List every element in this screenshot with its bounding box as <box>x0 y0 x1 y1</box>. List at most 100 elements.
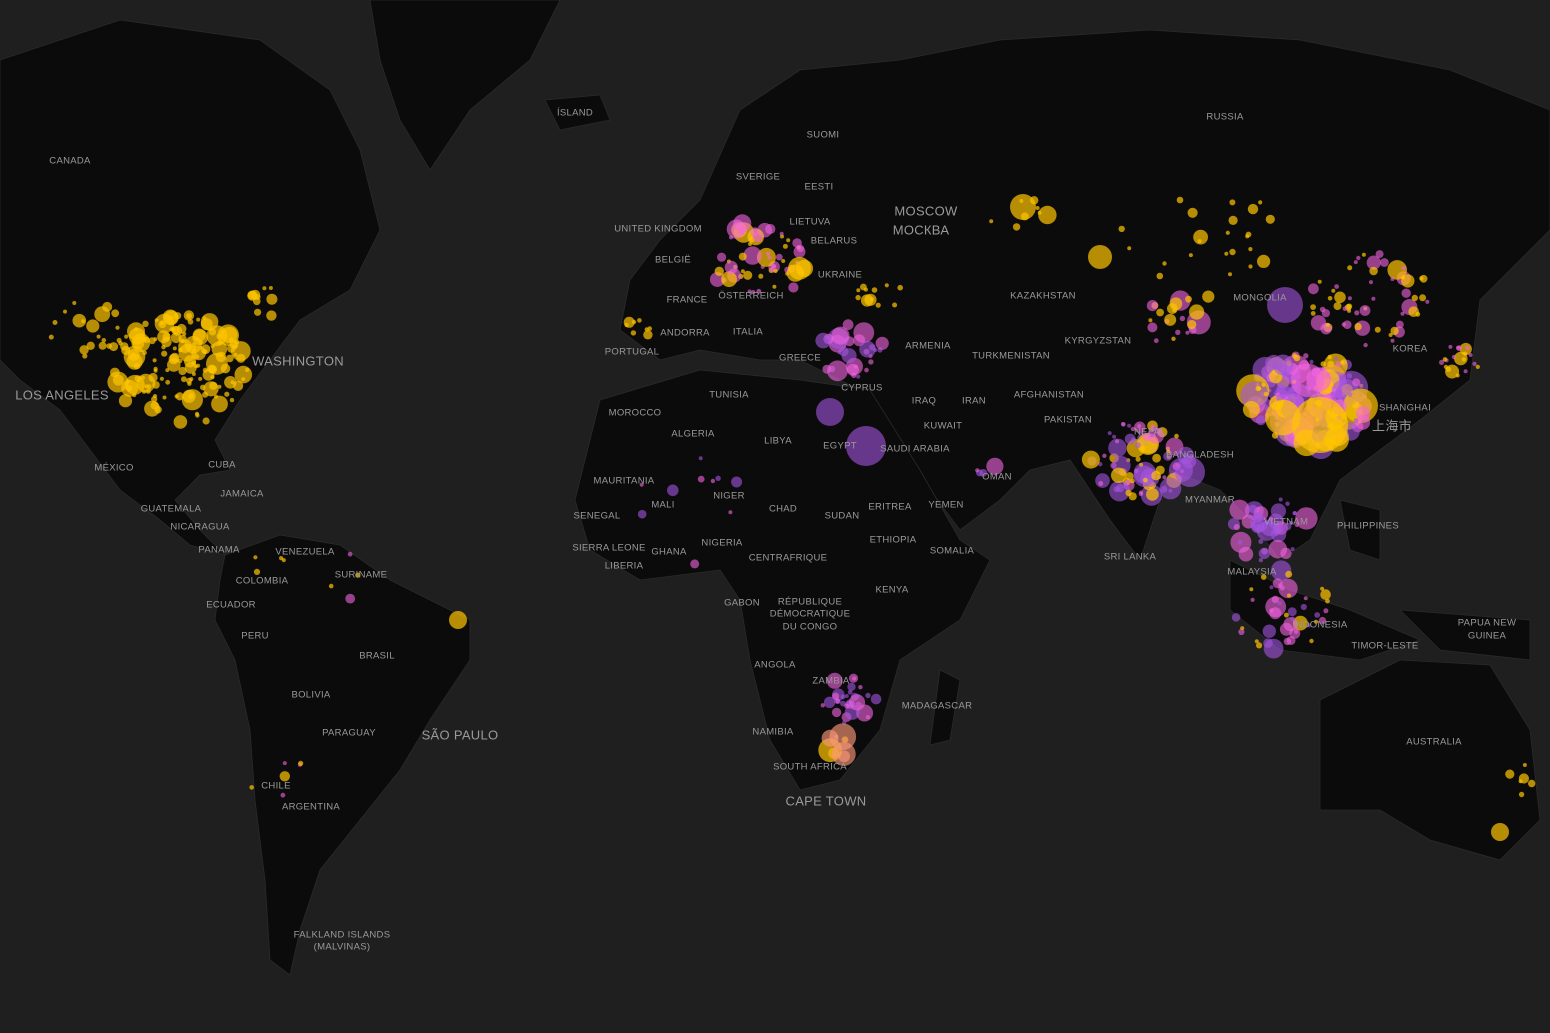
bubble <box>192 328 206 342</box>
place-label: VIETNAM <box>1264 517 1308 528</box>
bubble <box>165 379 171 385</box>
bubble <box>226 354 234 363</box>
place-label: BANGLADESH <box>1166 450 1234 461</box>
place-label: KAZAKHSTAN <box>1010 291 1076 302</box>
bubble <box>726 219 746 239</box>
bubble <box>897 284 903 291</box>
bubble <box>1228 215 1238 225</box>
bubble <box>1138 491 1144 497</box>
bubble <box>1314 612 1321 618</box>
bubble <box>865 692 871 699</box>
place-label: IRAN <box>962 396 986 407</box>
place-label: KYRGYZSTAN <box>1065 336 1132 347</box>
bubble <box>1359 305 1371 316</box>
bubble <box>234 365 253 384</box>
bubble <box>106 343 112 349</box>
bubble <box>230 341 251 361</box>
bubble <box>1148 318 1153 323</box>
place-label: PAKISTAN <box>1044 415 1092 426</box>
place-label: SÃO PAULO <box>422 727 499 742</box>
place-label: МОСКВА <box>893 222 950 237</box>
bubble <box>1309 359 1314 364</box>
bubble <box>751 290 756 295</box>
bubble <box>184 355 197 368</box>
place-label: UNITED KINGDOM <box>614 224 702 235</box>
bubble <box>846 426 886 466</box>
bubble <box>198 376 203 381</box>
bubble <box>728 510 733 515</box>
place-label: SUOMI <box>807 130 840 141</box>
bubble <box>690 559 700 569</box>
bubble <box>1353 260 1358 265</box>
place-label: IRAQ <box>912 396 936 407</box>
bubble <box>1283 637 1292 646</box>
place-label: OMAN <box>982 472 1012 483</box>
bubble <box>1127 423 1132 428</box>
bubble <box>144 400 161 417</box>
bubble <box>282 761 287 766</box>
bubble <box>821 729 839 747</box>
bubble <box>1518 773 1529 784</box>
place-label: PARAGUAY <box>322 728 376 739</box>
bubble <box>1124 433 1136 445</box>
bubble <box>1380 258 1389 267</box>
bubble <box>1353 418 1359 423</box>
bubble <box>848 694 866 711</box>
bubble <box>1363 342 1368 348</box>
place-label: SRI LANKA <box>1104 552 1157 563</box>
bubble <box>98 341 107 350</box>
bubble <box>775 253 783 261</box>
place-label: SUDAN <box>825 511 860 522</box>
bubble <box>1237 539 1243 545</box>
bubble <box>1390 277 1395 281</box>
bubble <box>782 243 788 249</box>
bubble <box>209 381 218 390</box>
bubble <box>183 310 195 321</box>
bubble <box>1287 593 1291 598</box>
bubble <box>1323 608 1329 614</box>
bubble <box>740 269 745 274</box>
place-label: FALKLAND ISLANDS <box>294 930 391 941</box>
place-label: CHAD <box>769 504 797 515</box>
bubble <box>1189 304 1205 320</box>
bubble <box>142 320 149 327</box>
bubble-layer <box>48 194 1536 841</box>
bubble <box>1461 357 1467 362</box>
bubble <box>196 317 201 322</box>
bubble <box>328 583 334 589</box>
bubble <box>266 293 278 305</box>
bubble <box>1269 585 1274 590</box>
bubble <box>161 350 168 357</box>
place-label: BELGIË <box>655 255 691 266</box>
bubble <box>1472 361 1477 366</box>
bubble <box>1346 303 1353 310</box>
bubble <box>1352 378 1361 387</box>
place-label: ÍSLAND <box>557 108 593 119</box>
bubble <box>1278 497 1283 502</box>
place-label: KENYA <box>875 585 908 596</box>
bubble <box>172 346 177 351</box>
place-label: ÖSTERREICH <box>718 291 783 302</box>
bubble <box>765 251 771 256</box>
place-label: ITALIA <box>733 327 763 338</box>
bubble <box>1095 473 1110 488</box>
place-label: LOS ANGELES <box>15 387 109 402</box>
bubble <box>868 359 874 365</box>
bubble <box>1292 397 1348 453</box>
bubble <box>1111 467 1127 483</box>
bubble <box>1289 627 1301 639</box>
bubble <box>858 685 863 690</box>
bubble <box>194 411 200 416</box>
bubble <box>1347 308 1352 313</box>
bubble <box>1166 449 1171 454</box>
bubble <box>1270 503 1286 519</box>
bubble <box>1248 264 1253 269</box>
bubble <box>875 302 881 308</box>
bubble <box>1171 336 1176 341</box>
bubble <box>1164 313 1177 326</box>
bubble <box>94 306 111 323</box>
place-label: NICARAGUA <box>170 522 230 533</box>
place-label: ARGENTINA <box>282 802 340 813</box>
bubble <box>52 320 58 325</box>
bubble <box>697 475 705 483</box>
